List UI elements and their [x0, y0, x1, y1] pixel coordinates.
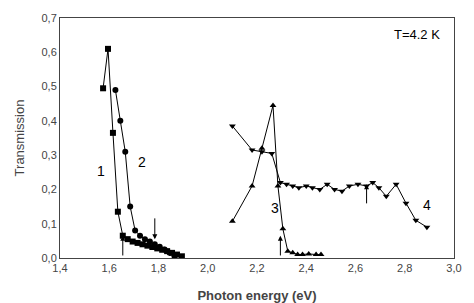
- svg-text:2,8: 2,8: [397, 262, 412, 274]
- svg-text:0,6: 0,6: [42, 46, 57, 58]
- svg-text:2,6: 2,6: [348, 262, 363, 274]
- svg-text:T=4.2 K: T=4.2 K: [394, 27, 440, 42]
- svg-text:1: 1: [97, 163, 105, 179]
- svg-text:0,5: 0,5: [42, 80, 57, 92]
- svg-text:2,4: 2,4: [299, 262, 314, 274]
- svg-text:2,2: 2,2: [249, 262, 264, 274]
- svg-text:1,4: 1,4: [52, 262, 67, 274]
- svg-text:0,7: 0,7: [42, 12, 57, 24]
- svg-text:0,3: 0,3: [42, 149, 57, 161]
- svg-text:4: 4: [423, 197, 431, 213]
- svg-text:0,0: 0,0: [42, 252, 57, 264]
- svg-text:0,4: 0,4: [42, 115, 57, 127]
- svg-text:0,1: 0,1: [42, 218, 57, 230]
- svg-text:2: 2: [138, 154, 146, 170]
- svg-text:3: 3: [271, 200, 279, 216]
- svg-text:Transmission: Transmission: [12, 100, 27, 177]
- svg-text:Photon energy (eV): Photon energy (eV): [197, 288, 316, 303]
- svg-text:2,0: 2,0: [200, 262, 215, 274]
- svg-text:1,8: 1,8: [151, 262, 166, 274]
- svg-text:3,0: 3,0: [446, 262, 461, 274]
- svg-text:0,2: 0,2: [42, 183, 57, 195]
- svg-text:1,6: 1,6: [102, 262, 117, 274]
